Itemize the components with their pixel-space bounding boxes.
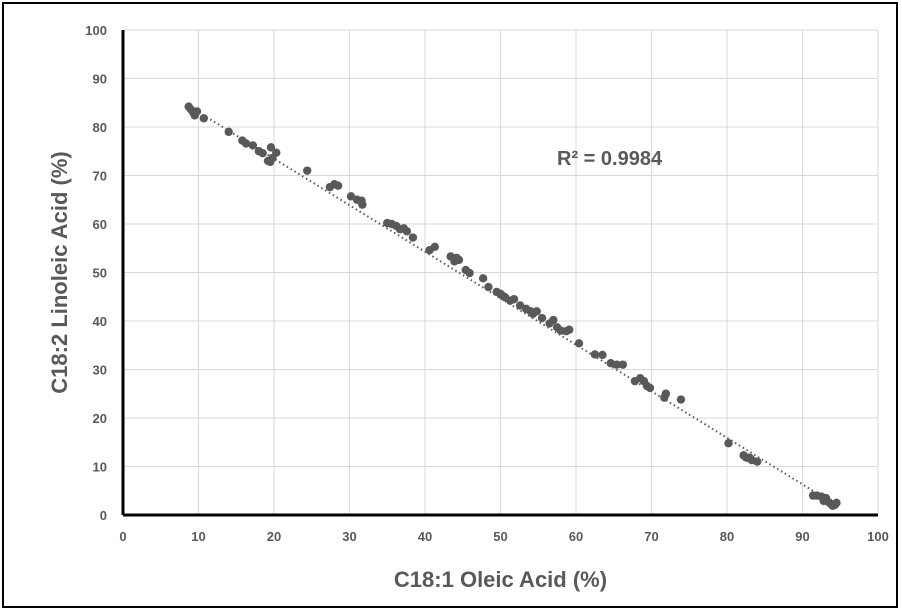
y-tick-label: 80 — [93, 120, 107, 135]
data-point — [478, 274, 488, 283]
data-point — [258, 148, 267, 158]
x-tick-label: 80 — [720, 529, 734, 544]
data-point — [199, 114, 208, 123]
x-tick-label: 50 — [493, 529, 507, 544]
y-tick-label: 30 — [93, 363, 107, 378]
data-point — [724, 439, 733, 448]
data-point — [612, 360, 621, 369]
data-point — [590, 350, 600, 359]
data-point — [565, 325, 574, 334]
data-point — [509, 294, 519, 304]
data-point — [574, 339, 584, 348]
data-point — [537, 313, 547, 323]
data-point — [272, 148, 281, 157]
data-point — [753, 457, 762, 466]
data-point — [224, 127, 233, 137]
data-point — [303, 166, 312, 175]
x-tick-label: 70 — [644, 529, 658, 544]
y-tick-label: 90 — [93, 72, 107, 87]
data-point — [408, 233, 418, 242]
y-tick-label: 60 — [93, 217, 107, 232]
data-point — [832, 498, 841, 508]
data-point — [598, 350, 607, 360]
data-point — [465, 268, 474, 278]
data-point — [192, 107, 202, 116]
data-point — [248, 141, 258, 150]
data-point — [402, 227, 412, 236]
data-point — [645, 383, 655, 393]
x-tick-label: 30 — [342, 529, 356, 544]
data-point — [241, 139, 251, 148]
x-tick-label: 0 — [119, 529, 126, 544]
y-tick-label: 10 — [93, 460, 107, 475]
x-tick-label: 100 — [867, 529, 889, 544]
y-tick-label: 0 — [100, 508, 107, 523]
data-point — [532, 307, 541, 316]
x-tick-label: 10 — [191, 529, 205, 544]
tick-labels: 0 10 20 30 40 50 60 70 80 90 100 0 10 20 30 40 50 60 70 80 9… — [85, 23, 889, 544]
x-tick-label: 20 — [267, 529, 281, 544]
trendline — [186, 104, 837, 507]
y-tick-label: 70 — [93, 169, 107, 184]
data-point — [549, 315, 558, 325]
data-point — [676, 395, 686, 404]
data-points — [184, 102, 841, 510]
y-axis-title: C18:2 Linoleic Acid (%) — [47, 151, 72, 393]
data-point — [266, 143, 276, 152]
data-point — [484, 282, 493, 292]
data-point — [454, 255, 464, 265]
y-tick-label: 40 — [93, 314, 107, 329]
x-tick-label: 60 — [569, 529, 583, 544]
data-point — [333, 181, 343, 190]
data-point — [430, 242, 440, 251]
r-squared-annotation: R² = 0.9984 — [557, 148, 663, 170]
y-tick-label: 20 — [93, 411, 107, 426]
data-point — [618, 360, 628, 369]
data-point — [358, 200, 367, 209]
data-point — [741, 453, 751, 462]
x-tick-label: 90 — [795, 529, 809, 544]
x-tick-label: 40 — [418, 529, 432, 544]
gridlines — [123, 29, 879, 515]
y-tick-label: 100 — [85, 23, 107, 38]
x-axis-title: C18:1 Oleic Acid (%) — [394, 567, 607, 592]
data-point — [661, 389, 671, 398]
y-tick-label: 50 — [93, 266, 107, 281]
